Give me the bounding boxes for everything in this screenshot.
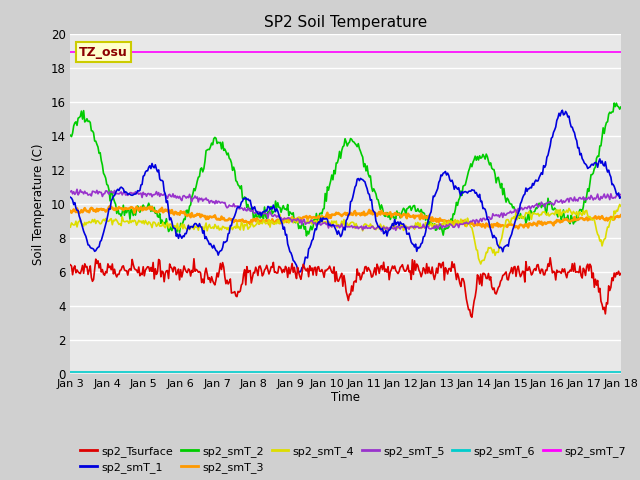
X-axis label: Time: Time — [331, 391, 360, 404]
Y-axis label: Soil Temperature (C): Soil Temperature (C) — [32, 143, 45, 265]
Title: SP2 Soil Temperature: SP2 Soil Temperature — [264, 15, 428, 30]
Legend: sp2_Tsurface, sp2_smT_1, sp2_smT_2, sp2_smT_3, sp2_smT_4, sp2_smT_5, sp2_smT_6, : sp2_Tsurface, sp2_smT_1, sp2_smT_2, sp2_… — [76, 441, 630, 478]
Text: TZ_osu: TZ_osu — [79, 46, 127, 59]
